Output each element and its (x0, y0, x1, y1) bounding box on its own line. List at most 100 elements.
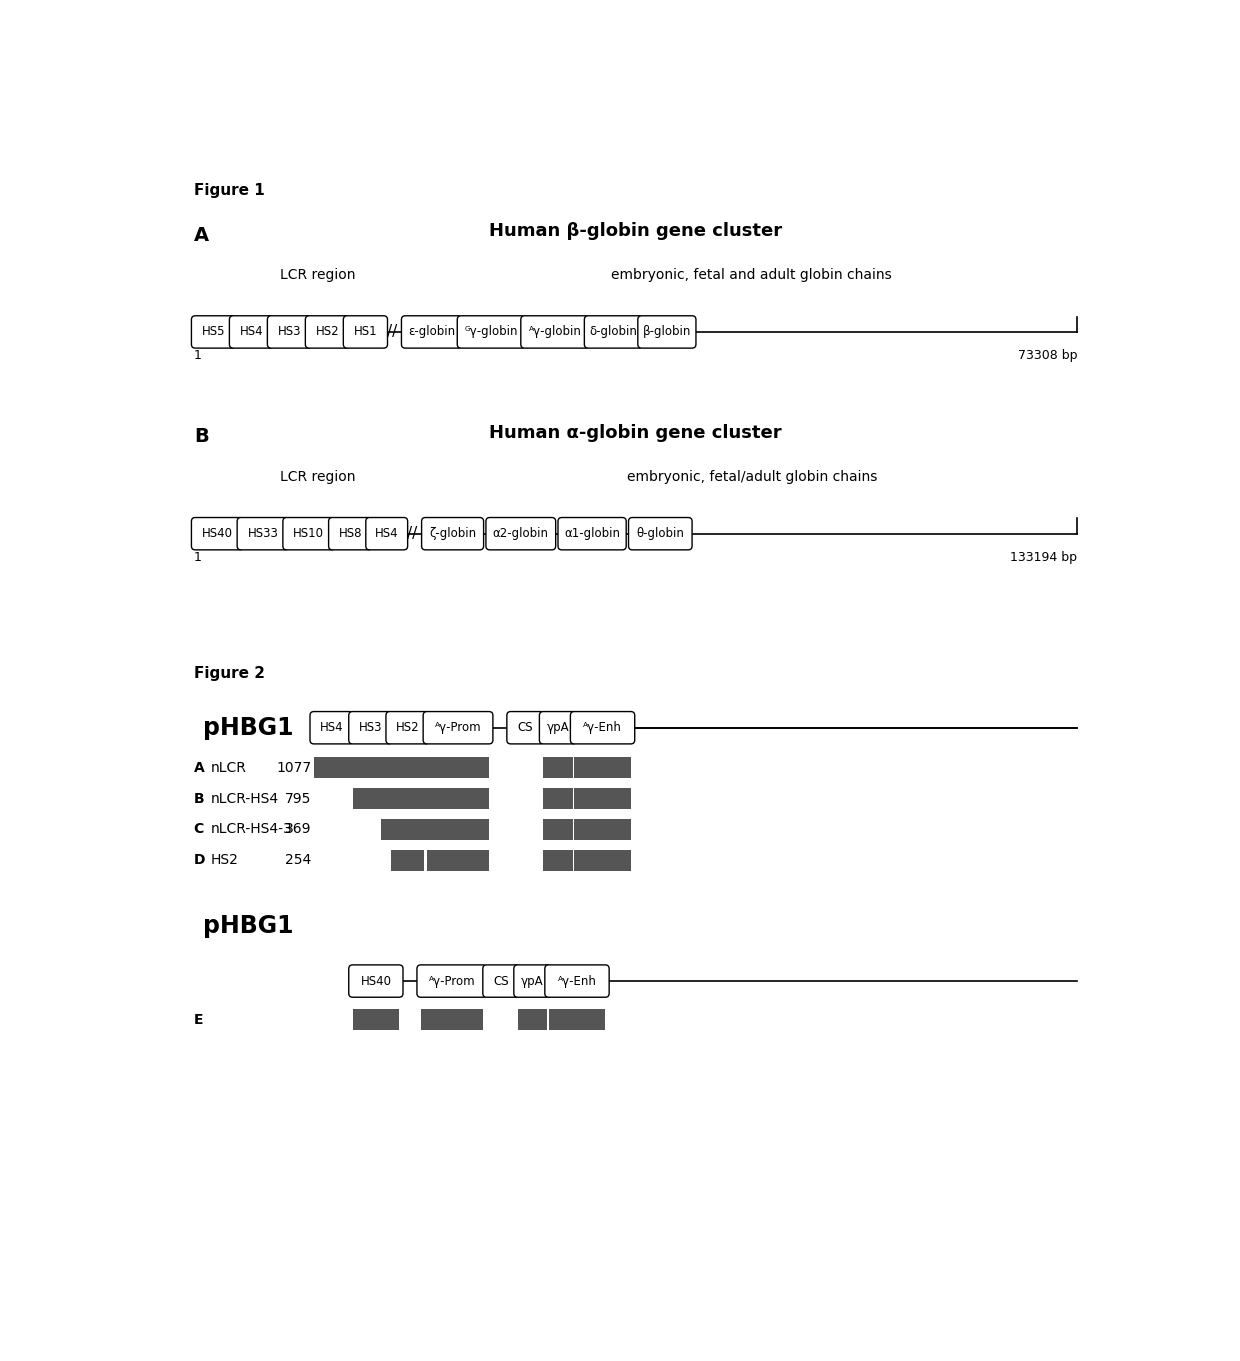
Text: 133194 bp: 133194 bp (1011, 551, 1078, 563)
FancyBboxPatch shape (343, 316, 387, 348)
Bar (574, 849, 631, 871)
Text: E: E (193, 1013, 203, 1026)
Text: CS: CS (517, 721, 533, 734)
Bar (427, 757, 489, 778)
FancyBboxPatch shape (305, 316, 350, 348)
Text: embryonic, fetal and adult globin chains: embryonic, fetal and adult globin chains (611, 268, 892, 282)
Text: nLCR-HS4: nLCR-HS4 (211, 792, 279, 806)
Text: A: A (193, 761, 205, 774)
Text: LCR region: LCR region (280, 268, 356, 282)
Bar (518, 1009, 547, 1030)
Text: HS8: HS8 (339, 527, 362, 540)
FancyBboxPatch shape (310, 712, 353, 744)
Text: ᴳγ-globin: ᴳγ-globin (465, 325, 518, 339)
FancyBboxPatch shape (507, 712, 544, 744)
Text: LCR region: LCR region (280, 470, 356, 483)
Text: ᴬγ-Enh: ᴬγ-Enh (558, 974, 596, 988)
Text: α1-globin: α1-globin (564, 527, 620, 540)
Text: HS2: HS2 (396, 721, 419, 734)
Text: β-globin: β-globin (642, 325, 691, 339)
Bar (543, 757, 573, 778)
Bar (427, 819, 489, 840)
FancyBboxPatch shape (268, 316, 311, 348)
Bar (543, 849, 573, 871)
Text: HS10: HS10 (294, 527, 325, 540)
Text: nLCR-HS4-3: nLCR-HS4-3 (211, 822, 293, 837)
Text: C: C (193, 822, 205, 837)
FancyBboxPatch shape (329, 517, 372, 550)
Bar (352, 1009, 399, 1030)
Text: 1077: 1077 (277, 761, 311, 774)
Text: pHBG1: pHBG1 (203, 716, 293, 740)
FancyBboxPatch shape (570, 712, 635, 744)
Text: 1: 1 (193, 551, 202, 563)
Text: HS4: HS4 (320, 721, 343, 734)
Text: //: // (387, 324, 397, 339)
Text: HS40: HS40 (202, 527, 233, 540)
Text: HS2: HS2 (316, 325, 340, 339)
Bar (574, 819, 631, 840)
FancyBboxPatch shape (458, 316, 526, 348)
FancyBboxPatch shape (422, 517, 484, 550)
Bar (427, 788, 489, 808)
Text: γpA: γpA (547, 721, 569, 734)
Text: Human β-globin gene cluster: Human β-globin gene cluster (489, 222, 782, 240)
Text: γpA: γpA (521, 974, 543, 988)
FancyBboxPatch shape (423, 712, 494, 744)
Text: ᴬγ-globin: ᴬγ-globin (528, 325, 582, 339)
Text: A: A (193, 226, 208, 245)
FancyBboxPatch shape (402, 316, 461, 348)
Text: HS4: HS4 (374, 527, 398, 540)
FancyBboxPatch shape (417, 965, 486, 998)
FancyBboxPatch shape (386, 712, 429, 744)
Text: HS5: HS5 (202, 325, 226, 339)
Bar (574, 788, 631, 808)
Text: 369: 369 (285, 822, 311, 837)
Text: θ-globin: θ-globin (636, 527, 684, 540)
Bar (381, 819, 432, 840)
Text: CS: CS (494, 974, 510, 988)
Text: 795: 795 (285, 792, 311, 806)
FancyBboxPatch shape (584, 316, 642, 348)
Text: HS1: HS1 (353, 325, 377, 339)
Text: α2-globin: α2-globin (492, 527, 549, 540)
FancyBboxPatch shape (191, 517, 243, 550)
Text: nLCR: nLCR (211, 761, 247, 774)
FancyBboxPatch shape (366, 517, 408, 550)
Bar (543, 788, 573, 808)
Text: HS2: HS2 (211, 853, 238, 867)
Bar (420, 1009, 482, 1030)
FancyBboxPatch shape (513, 965, 551, 998)
Text: ᴬγ-Prom: ᴬγ-Prom (435, 721, 481, 734)
Bar (549, 1009, 605, 1030)
Bar (352, 788, 432, 808)
Text: ζ-globin: ζ-globin (429, 527, 476, 540)
Text: ᴬγ-Enh: ᴬγ-Enh (583, 721, 622, 734)
Text: ε-globin: ε-globin (408, 325, 455, 339)
Bar (543, 819, 573, 840)
Text: HS4: HS4 (239, 325, 263, 339)
FancyBboxPatch shape (629, 517, 692, 550)
Text: δ-globin: δ-globin (589, 325, 637, 339)
FancyBboxPatch shape (637, 316, 696, 348)
Bar (392, 849, 424, 871)
Text: HS40: HS40 (361, 974, 392, 988)
Text: HS3: HS3 (358, 721, 382, 734)
Text: ᴬγ-Prom: ᴬγ-Prom (429, 974, 475, 988)
FancyBboxPatch shape (237, 517, 289, 550)
Text: Figure 2: Figure 2 (193, 666, 265, 680)
FancyBboxPatch shape (544, 965, 609, 998)
Text: //: // (407, 527, 418, 542)
Text: B: B (193, 427, 208, 446)
Text: 73308 bp: 73308 bp (1018, 348, 1078, 362)
Text: 254: 254 (285, 853, 311, 867)
FancyBboxPatch shape (348, 712, 392, 744)
Bar (314, 757, 432, 778)
FancyBboxPatch shape (191, 316, 236, 348)
Text: Figure 1: Figure 1 (193, 184, 264, 199)
FancyBboxPatch shape (521, 316, 589, 348)
Text: B: B (193, 792, 205, 806)
Bar (574, 757, 631, 778)
Text: pHBG1: pHBG1 (203, 913, 293, 938)
Bar (427, 849, 489, 871)
